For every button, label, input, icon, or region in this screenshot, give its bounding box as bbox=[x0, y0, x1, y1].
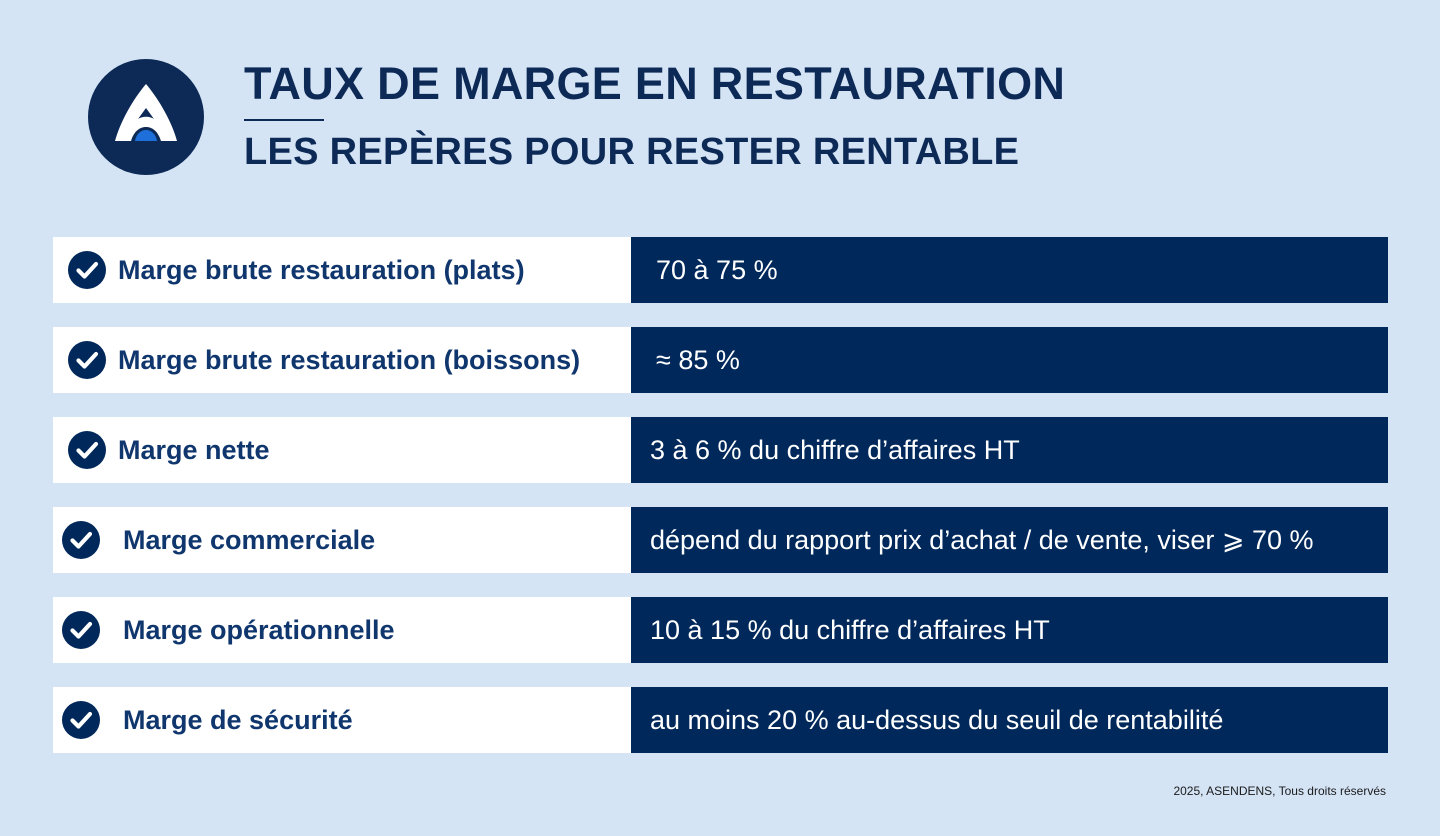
table-row: Marge nette 3 à 6 % du chiffre d’affaire… bbox=[53, 417, 1388, 483]
page-title: TAUX DE MARGE EN RESTAURATION bbox=[244, 58, 1066, 109]
row-value: 10 à 15 % du chiffre d’affaires HT bbox=[650, 614, 1050, 645]
check-circle-icon bbox=[62, 611, 100, 649]
check-circle-icon bbox=[68, 341, 106, 379]
copyright-footer: 2025, ASENDENS, Tous droits réservés bbox=[1173, 784, 1386, 798]
row-label-cell: Marge opérationnelle bbox=[53, 597, 631, 663]
row-label-cell: Marge brute restauration (plats) bbox=[53, 237, 631, 303]
table-row: Marge brute restauration (plats) 70 à 75… bbox=[53, 237, 1388, 303]
row-value-cell: dépend du rapport prix d’achat / de vent… bbox=[631, 507, 1388, 573]
row-label: Marge brute restauration (plats) bbox=[118, 254, 525, 285]
page-subtitle: LES REPÈRES POUR RESTER RENTABLE bbox=[244, 131, 1020, 173]
row-label-cell: Marge brute restauration (boissons) bbox=[53, 327, 631, 393]
check-circle-icon bbox=[62, 521, 100, 559]
row-value: dépend du rapport prix d’achat / de vent… bbox=[650, 524, 1314, 555]
table-row: Marge de sécurité au moins 20 % au-dessu… bbox=[53, 687, 1388, 753]
check-circle-icon bbox=[62, 701, 100, 739]
row-value: 70 à 75 % bbox=[656, 254, 778, 285]
row-value: 3 à 6 % du chiffre d’affaires HT bbox=[650, 434, 1020, 465]
row-value-cell: 10 à 15 % du chiffre d’affaires HT bbox=[631, 597, 1388, 663]
margin-table: Marge brute restauration (plats) 70 à 75… bbox=[53, 237, 1388, 753]
row-label-cell: Marge commerciale bbox=[53, 507, 631, 573]
asendens-logo-icon bbox=[88, 59, 204, 175]
row-label-cell: Marge de sécurité bbox=[53, 687, 631, 753]
row-value-cell: 70 à 75 % bbox=[631, 237, 1388, 303]
row-label: Marge opérationnelle bbox=[123, 614, 395, 645]
row-value-cell: 3 à 6 % du chiffre d’affaires HT bbox=[631, 417, 1388, 483]
table-row: Marge brute restauration (boissons) ≈ 85… bbox=[53, 327, 1388, 393]
row-label: Marge brute restauration (boissons) bbox=[118, 344, 581, 375]
table-row: Marge opérationnelle 10 à 15 % du chiffr… bbox=[53, 597, 1388, 663]
row-label: Marge de sécurité bbox=[123, 704, 353, 735]
title-divider bbox=[244, 119, 324, 121]
row-value-cell: ≈ 85 % bbox=[631, 327, 1388, 393]
check-circle-icon bbox=[68, 431, 106, 469]
table-row: Marge commerciale dépend du rapport prix… bbox=[53, 507, 1388, 573]
row-label-cell: Marge nette bbox=[53, 417, 631, 483]
row-value: au moins 20 % au-dessus du seuil de rent… bbox=[650, 704, 1224, 735]
row-label: Marge commerciale bbox=[123, 524, 376, 555]
row-value-cell: au moins 20 % au-dessus du seuil de rent… bbox=[631, 687, 1388, 753]
check-circle-icon bbox=[68, 251, 106, 289]
row-label: Marge nette bbox=[118, 434, 270, 465]
row-value: ≈ 85 % bbox=[656, 344, 740, 375]
